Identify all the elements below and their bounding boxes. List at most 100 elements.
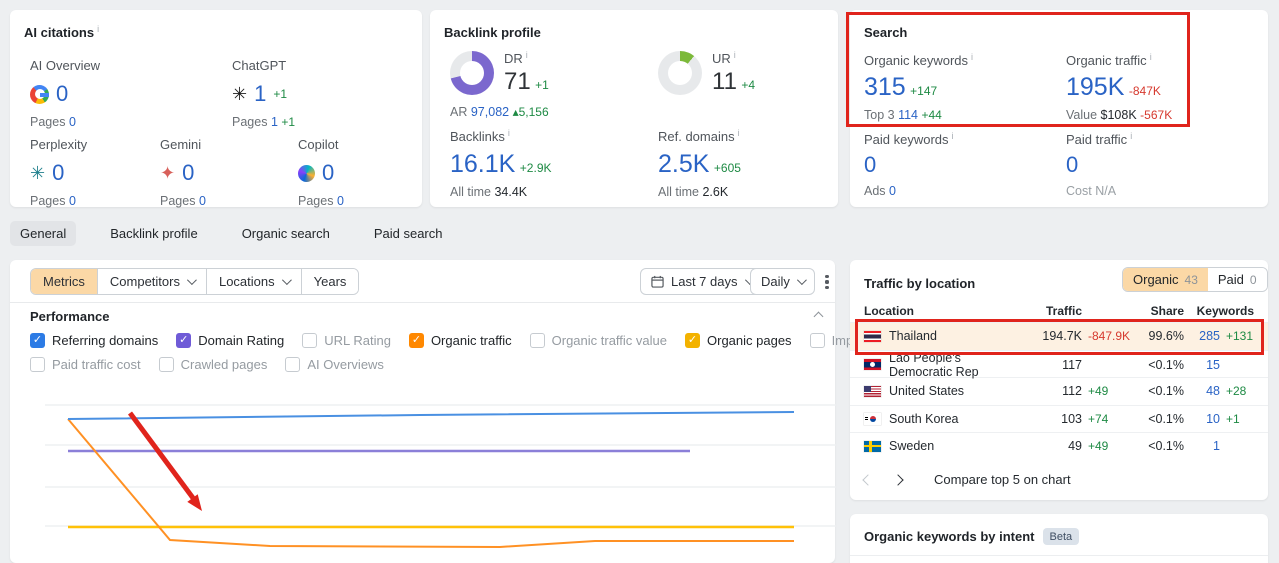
chatgpt-value[interactable]: 1 <box>254 81 267 106</box>
pages-value[interactable]: 0 <box>336 194 344 208</box>
gemini-label: Gemini <box>160 137 202 152</box>
checkbox-crawled-pages[interactable]: Crawled pages <box>158 357 267 372</box>
info-icon <box>952 131 954 141</box>
organic-traffic-label: Organic traffic <box>1066 53 1147 68</box>
next-page-icon[interactable] <box>892 473 904 486</box>
checkbox-referring-domains[interactable]: Referring domains <box>30 333 158 348</box>
copilot-value[interactable]: 0 <box>322 160 335 185</box>
traffic-by-location-card: Traffic by location Organic 43 Paid 0 Loca… <box>850 260 1268 500</box>
ar-value[interactable]: 97,082 <box>470 105 510 119</box>
col-keywords[interactable]: Keywords <box>1196 304 1254 318</box>
years-button[interactable]: Years <box>301 269 359 294</box>
value-label: Value <box>1066 108 1098 122</box>
col-location[interactable]: Location <box>864 304 914 318</box>
checkbox-paid-traffic-cost[interactable]: Paid traffic cost <box>30 357 141 372</box>
compare-top5-link[interactable]: Compare top 5 on chart <box>934 472 1071 487</box>
locations-button[interactable]: Locations <box>206 269 302 294</box>
backlinks-label: Backlinks <box>450 129 505 144</box>
table-row-united-states[interactable]: United States 112 +49 <0.1% 48 +28 <box>850 377 1268 405</box>
keywords-value[interactable]: 1 <box>1213 439 1220 454</box>
divider <box>850 555 1268 556</box>
alltime-value: 34.4K <box>494 185 528 199</box>
tab-organic-search[interactable]: Organic search <box>241 226 330 241</box>
col-traffic[interactable]: Traffic <box>1045 304 1082 318</box>
pages-value[interactable]: 1 <box>270 115 278 129</box>
tab-general[interactable]: General <box>10 221 77 246</box>
info-icon <box>1150 52 1152 62</box>
table-row-south-korea[interactable]: South Korea 103 +74 <0.1% 10 +1 <box>850 404 1268 433</box>
ai-overview-value[interactable]: 0 <box>56 81 69 106</box>
checkbox-organic-traffic-value[interactable]: Organic traffic value <box>529 333 667 348</box>
checkbox-icon[interactable] <box>158 357 174 372</box>
paid-keywords-label: Paid keywords <box>864 132 949 147</box>
organic-traffic-value[interactable]: 195K <box>1066 73 1125 101</box>
checkbox-label: Referring domains <box>52 333 159 348</box>
keywords-value[interactable]: 48 <box>1206 384 1220 399</box>
checkbox-icon[interactable] <box>302 333 318 348</box>
metrics-button[interactable]: Metrics <box>31 269 98 294</box>
ref-domains-block: Ref. domains 2.5K +605 All time 2.6K <box>658 128 741 199</box>
table-row-laos[interactable]: Lao People's Democratic Rep 117 <0.1% 15 <box>850 349 1268 379</box>
ads-value[interactable]: 0 <box>889 184 896 198</box>
share-value: <0.1% <box>1148 411 1184 426</box>
tab-backlink-profile[interactable]: Backlink profile <box>110 226 198 241</box>
pages-label: Pages <box>30 194 66 208</box>
backlinks-value[interactable]: 16.1K <box>450 150 516 178</box>
keywords-value[interactable]: 285 <box>1199 329 1220 344</box>
perplexity-value[interactable]: 0 <box>52 160 65 185</box>
prev-page-icon[interactable] <box>862 473 874 486</box>
checkbox-icon[interactable] <box>176 333 192 348</box>
competitors-button[interactable]: Competitors <box>97 269 207 294</box>
toggle-paid[interactable]: Paid 0 <box>1207 268 1267 291</box>
checkbox-organic-pages[interactable]: Organic pages <box>685 333 792 348</box>
organic-traffic-delta: -847K <box>1128 84 1161 98</box>
date-range-button[interactable]: Last 7 days <box>640 268 763 295</box>
backlink-profile-title: Backlink profile <box>444 25 541 40</box>
top3-label: Top 3 <box>864 108 895 122</box>
ref-domains-value[interactable]: 2.5K <box>658 150 710 178</box>
traffic-delta: -847.9K <box>1088 329 1131 344</box>
table-row-thailand[interactable]: Thailand 194.7K -847.9K 99.6% 285 +131 <box>850 322 1268 350</box>
collapse-chevron-icon[interactable] <box>813 311 824 322</box>
checkbox-domain-rating[interactable]: Domain Rating <box>176 333 284 348</box>
keywords-value[interactable]: 15 <box>1206 357 1220 372</box>
checkbox-url-rating[interactable]: URL Rating <box>302 333 391 348</box>
table-row-sweden[interactable]: Sweden 49 +49 <0.1% 1 <box>850 432 1268 460</box>
toggle-organic[interactable]: Organic 43 <box>1123 268 1208 291</box>
checkbox-icon[interactable] <box>685 333 700 348</box>
keywords-delta: +28 <box>1226 384 1247 399</box>
traffic-delta: +49 <box>1088 439 1109 454</box>
pages-value[interactable]: 0 <box>198 194 206 208</box>
pages-value[interactable]: 0 <box>68 194 76 208</box>
metric-checkbox-row-2: Paid traffic cost Crawled pages AI Overv… <box>30 357 384 372</box>
granularity-label: Daily <box>761 274 790 289</box>
checkbox-icon[interactable] <box>30 357 45 372</box>
paid-label: Paid <box>1217 272 1244 287</box>
keywords-value[interactable]: 10 <box>1206 411 1220 426</box>
paid-keywords-value[interactable]: 0 <box>864 152 877 177</box>
beta-badge: Beta <box>1042 528 1080 545</box>
organic-keywords-value[interactable]: 315 <box>864 73 906 101</box>
top3-value[interactable]: 114 <box>898 108 919 122</box>
checkbox-icon[interactable] <box>285 357 301 372</box>
checkbox-ai-overviews[interactable]: AI Overviews <box>285 357 384 372</box>
checkbox-organic-traffic[interactable]: Organic traffic <box>408 333 512 348</box>
paid-traffic-value[interactable]: 0 <box>1066 152 1079 177</box>
checkbox-label: Organic pages <box>707 333 792 348</box>
gemini-value[interactable]: 0 <box>182 160 195 185</box>
pages-value[interactable]: 0 <box>68 115 76 129</box>
checkbox-label: Domain Rating <box>198 333 285 348</box>
performance-line-chart[interactable] <box>20 380 836 563</box>
checkbox-icon[interactable] <box>30 333 45 348</box>
tab-paid-search[interactable]: Paid search <box>373 226 443 241</box>
granularity-button[interactable]: Daily <box>750 268 815 295</box>
organic-keywords-label: Organic keywords <box>864 53 969 68</box>
metrics-label: Metrics <box>43 274 85 289</box>
col-share[interactable]: Share <box>1150 304 1184 318</box>
ar-label: AR <box>450 105 468 119</box>
checkbox-icon[interactable] <box>529 333 545 348</box>
kebab-menu-icon[interactable] <box>818 273 836 291</box>
checkbox-icon[interactable] <box>809 333 825 348</box>
checkbox-icon[interactable] <box>408 333 424 348</box>
top3-delta: +44 <box>921 108 942 122</box>
